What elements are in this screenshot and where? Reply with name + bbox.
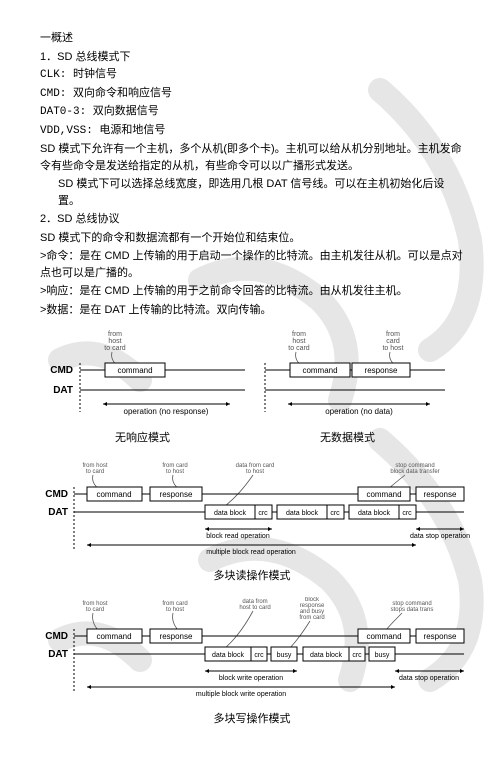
caption-no-response: 无响应模式 bbox=[40, 429, 245, 445]
svg-text:command: command bbox=[366, 490, 401, 499]
svg-text:multiple block read operation: multiple block read operation bbox=[206, 549, 296, 556]
svg-text:data block: data block bbox=[310, 652, 342, 659]
svg-text:card: card bbox=[386, 338, 400, 345]
svg-text:from: from bbox=[292, 331, 306, 338]
svg-text:data stop operation: data stop operation bbox=[399, 675, 459, 682]
svg-text:to card: to card bbox=[104, 345, 126, 352]
svg-text:command: command bbox=[302, 366, 337, 375]
paragraph-2: SD 模式下的命令和数据流都有一个开始位和结束位。 bbox=[40, 230, 464, 247]
paragraph-1: SD 模式下允许有一个主机，多个从机(即多个卡)。主机可以给从机分别地址。主机发… bbox=[40, 141, 464, 174]
svg-text:command: command bbox=[117, 366, 152, 375]
svg-text:response: response bbox=[365, 366, 398, 375]
svg-text:CMD: CMD bbox=[45, 631, 68, 642]
svg-text:from: from bbox=[108, 331, 122, 338]
svg-text:busy: busy bbox=[375, 652, 390, 659]
svg-text:busy: busy bbox=[277, 652, 292, 659]
svg-text:to card: to card bbox=[288, 345, 310, 352]
svg-text:to card: to card bbox=[86, 607, 104, 613]
svg-text:data stop operation: data stop operation bbox=[410, 533, 470, 540]
section-title: 一概述 bbox=[40, 30, 464, 47]
item-2-heading: 2．SD 总线协议 bbox=[40, 211, 464, 228]
svg-text:data block: data block bbox=[214, 510, 246, 517]
svg-text:stops data trans: stops data trans bbox=[391, 607, 434, 613]
svg-text:operation (no data): operation (no data) bbox=[325, 407, 393, 416]
signal-clk: CLK: 时钟信号 bbox=[40, 67, 464, 84]
svg-text:block read operation: block read operation bbox=[206, 533, 270, 540]
svg-text:block data transfer: block data transfer bbox=[390, 469, 439, 475]
svg-text:CMD: CMD bbox=[50, 365, 73, 376]
svg-text:DAT: DAT bbox=[48, 507, 68, 518]
svg-text:response: response bbox=[160, 632, 193, 641]
diagram-multi-block-read: from hostto card from cardto host data f… bbox=[40, 459, 464, 559]
svg-text:response: response bbox=[424, 490, 457, 499]
svg-text:crc: crc bbox=[330, 510, 340, 517]
caption-no-data: 无数据模式 bbox=[245, 429, 450, 445]
svg-text:host: host bbox=[108, 338, 121, 345]
svg-text:crc: crc bbox=[352, 652, 362, 659]
svg-text:host: host bbox=[292, 338, 305, 345]
svg-text:command: command bbox=[96, 490, 131, 499]
svg-text:block write operation: block write operation bbox=[219, 675, 283, 682]
svg-text:DAT: DAT bbox=[53, 385, 73, 396]
svg-text:from: from bbox=[386, 331, 400, 338]
svg-text:multiple block write operation: multiple block write operation bbox=[196, 691, 286, 698]
svg-text:to host: to host bbox=[382, 345, 403, 352]
svg-text:operation (no response): operation (no response) bbox=[124, 407, 209, 416]
bullet-resp: >响应：是在 CMD 上传输的用于之前命令回答的比特流。由从机发往主机。 bbox=[40, 283, 464, 300]
bullet-data: >数据：是在 DAT 上传输的比特流。双向传输。 bbox=[40, 302, 464, 319]
paragraph-1b: SD 模式下可以选择总线宽度，即选用几根 DAT 信号线。可以在主机初始化后设置… bbox=[40, 176, 464, 209]
bullet-cmd: >命令：是在 CMD 上传输的用于启动一个操作的比特流。由主机发往从机。可以是点… bbox=[40, 248, 464, 281]
svg-text:crc: crc bbox=[258, 510, 268, 517]
signal-cmd: CMD: 双向命令和响应信号 bbox=[40, 86, 464, 103]
svg-text:data block: data block bbox=[358, 510, 390, 517]
svg-text:data block: data block bbox=[286, 510, 318, 517]
svg-text:to host: to host bbox=[166, 469, 184, 475]
signal-vdd: VDD,VSS: 电源和地信号 bbox=[40, 123, 464, 140]
svg-text:command: command bbox=[96, 632, 131, 641]
svg-text:to host: to host bbox=[246, 469, 264, 475]
svg-text:crc: crc bbox=[254, 652, 264, 659]
svg-text:response: response bbox=[424, 632, 457, 641]
svg-text:to card: to card bbox=[86, 469, 104, 475]
caption-multi-write: 多块写操作模式 bbox=[40, 710, 464, 726]
signal-dat: DAT0-3: 双向数据信号 bbox=[40, 104, 464, 121]
caption-multi-read: 多块读操作模式 bbox=[40, 567, 464, 583]
item-1-heading: 1．SD 总线模式下 bbox=[40, 49, 464, 66]
diagram-no-response-no-data: fromhostto card fromhostto card fromcard… bbox=[40, 326, 464, 421]
svg-text:host to card: host to card bbox=[239, 605, 270, 611]
svg-text:to host: to host bbox=[166, 607, 184, 613]
svg-text:from card: from card bbox=[299, 615, 324, 621]
svg-text:response: response bbox=[160, 490, 193, 499]
svg-text:crc: crc bbox=[402, 510, 412, 517]
svg-text:data block: data block bbox=[212, 652, 244, 659]
diagram-multi-block-write: from hostto card from cardto host data f… bbox=[40, 597, 464, 702]
svg-text:DAT: DAT bbox=[48, 649, 68, 660]
svg-text:CMD: CMD bbox=[45, 489, 68, 500]
svg-text:command: command bbox=[366, 632, 401, 641]
